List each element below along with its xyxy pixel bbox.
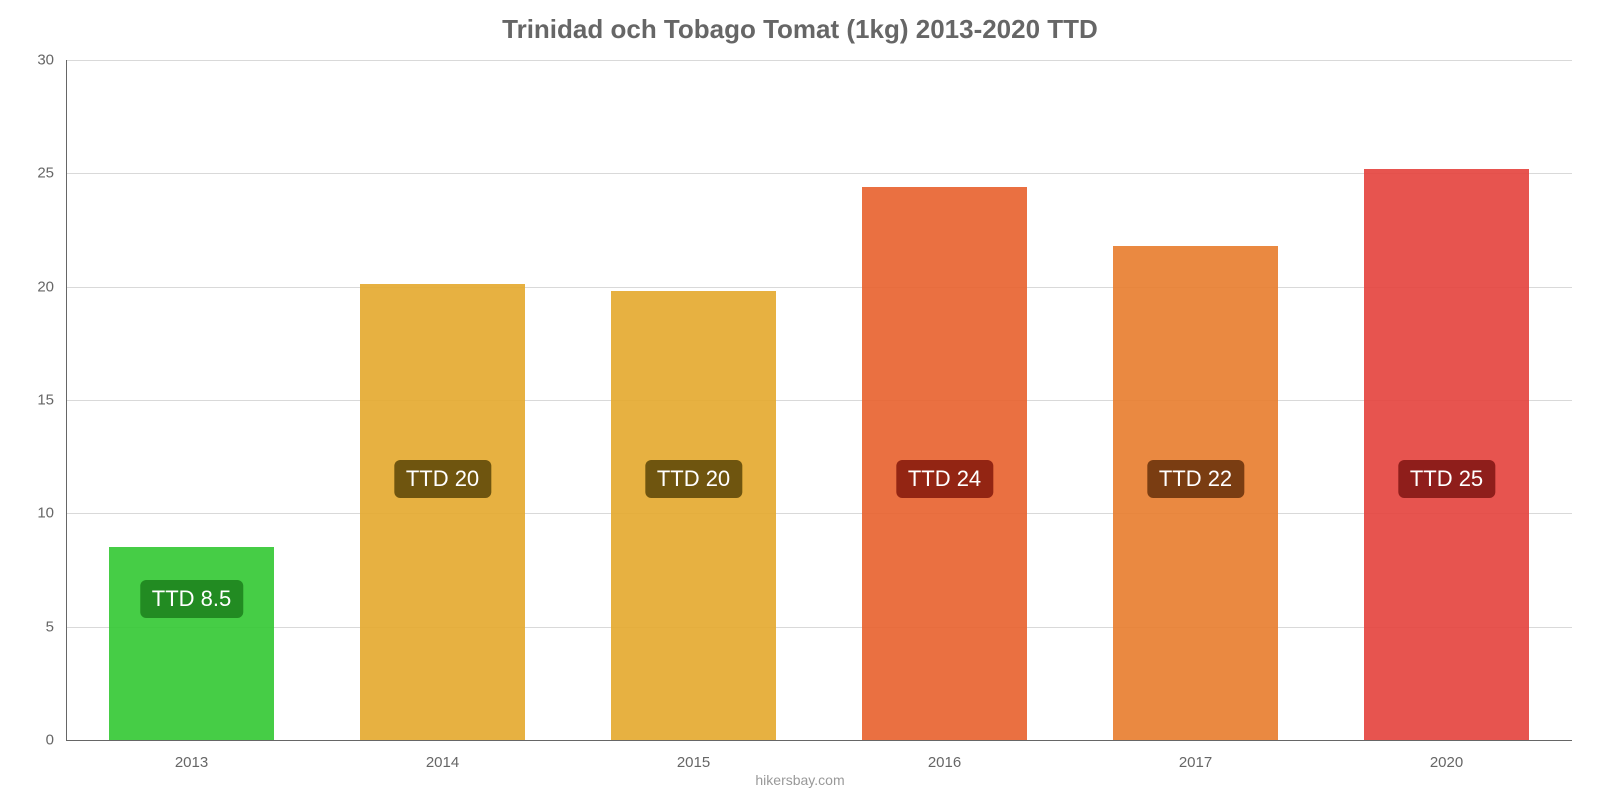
credit-text: hikersbay.com xyxy=(0,772,1600,788)
y-tick-label: 15 xyxy=(14,392,54,409)
bar-value-badge: TTD 22 xyxy=(1147,460,1244,498)
chart-title: Trinidad och Tobago Tomat (1kg) 2013-202… xyxy=(0,14,1600,45)
plot-area: 0510152025302013TTD 8.52014TTD 202015TTD… xyxy=(66,60,1572,740)
x-tick-label: 2020 xyxy=(1430,754,1463,771)
y-tick-label: 5 xyxy=(14,618,54,635)
y-tick-label: 10 xyxy=(14,505,54,522)
gridline xyxy=(66,287,1572,288)
bar xyxy=(1364,169,1530,740)
bar-value-badge: TTD 8.5 xyxy=(140,580,243,618)
gridline xyxy=(66,173,1572,174)
x-tick-label: 2013 xyxy=(175,754,208,771)
bar xyxy=(109,547,275,740)
y-tick-label: 30 xyxy=(14,52,54,69)
bar-value-badge: TTD 25 xyxy=(1398,460,1495,498)
gridline xyxy=(66,400,1572,401)
x-tick-label: 2016 xyxy=(928,754,961,771)
y-tick-label: 0 xyxy=(14,732,54,749)
price-bar-chart: Trinidad och Tobago Tomat (1kg) 2013-202… xyxy=(0,0,1600,800)
gridline xyxy=(66,513,1572,514)
x-axis-line xyxy=(66,740,1572,741)
bar xyxy=(360,284,526,740)
gridline xyxy=(66,627,1572,628)
x-tick-label: 2014 xyxy=(426,754,459,771)
bar xyxy=(611,291,777,740)
x-tick-label: 2015 xyxy=(677,754,710,771)
y-tick-label: 25 xyxy=(14,165,54,182)
y-tick-label: 20 xyxy=(14,278,54,295)
bar-value-badge: TTD 20 xyxy=(645,460,742,498)
bar-value-badge: TTD 24 xyxy=(896,460,993,498)
x-tick-label: 2017 xyxy=(1179,754,1212,771)
bar-value-badge: TTD 20 xyxy=(394,460,491,498)
y-axis-line xyxy=(66,60,67,740)
gridline xyxy=(66,60,1572,61)
